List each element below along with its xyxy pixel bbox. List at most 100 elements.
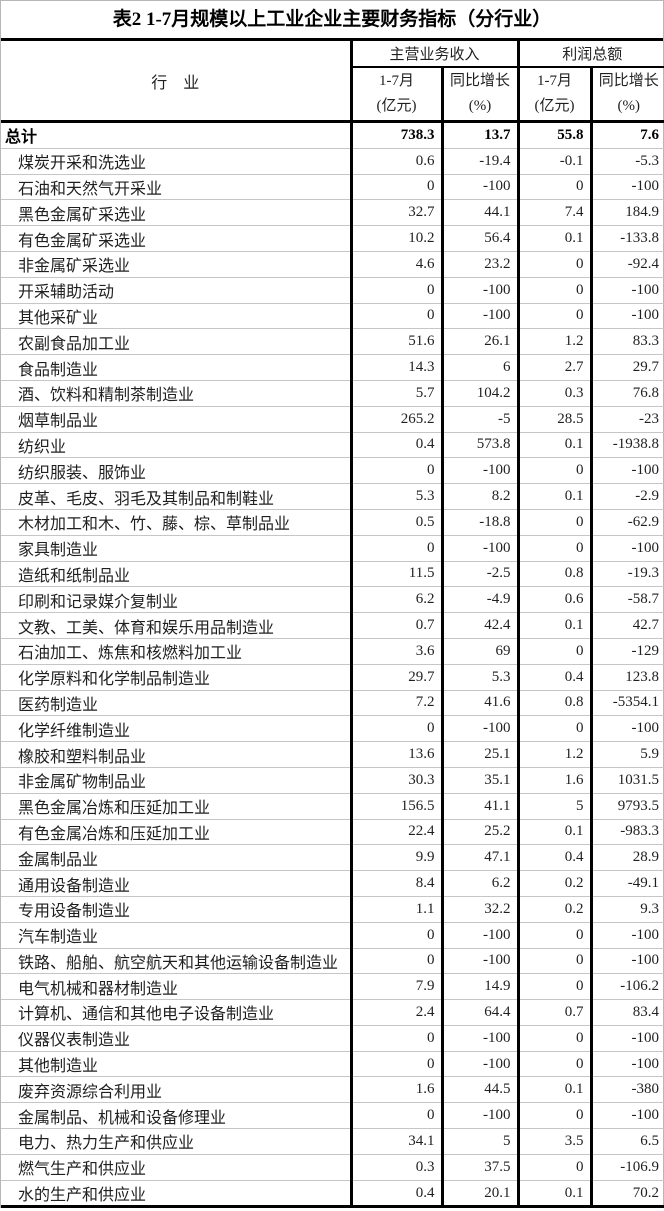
revenue-growth-cell: 20.1 <box>440 1180 519 1209</box>
profit-value-cell: 0.1 <box>516 225 592 252</box>
profit-growth-cell: 42.7 <box>589 612 664 639</box>
table-row: 金属制品业 9.9 47.1 0.4 28.9 <box>1 844 664 872</box>
revenue-value-cell: 0 <box>349 277 442 304</box>
industry-name-cell: 其他采矿业 <box>1 303 351 330</box>
col-header-revenue-amount: 1-7月 (亿元) <box>351 67 442 123</box>
industry-name-cell: 非金属矿采选业 <box>1 251 351 278</box>
profit-value-cell: 0 <box>516 1025 592 1052</box>
revenue-value-cell: 29.7 <box>349 664 442 691</box>
profit-growth-cell: 29.7 <box>589 354 664 381</box>
revenue-growth-cell: 14.9 <box>440 973 519 1001</box>
profit-value-cell: 0 <box>516 303 592 330</box>
col-header-revenue-growth-unit: (%) <box>468 98 492 114</box>
profit-value-cell: 0.1 <box>516 432 592 459</box>
revenue-value-cell: 1.6 <box>349 1076 442 1104</box>
profit-value-cell: 0 <box>516 1102 592 1130</box>
revenue-growth-cell: 8.2 <box>440 483 519 510</box>
table-row: 食品制造业 14.3 6 2.7 29.7 <box>1 354 664 381</box>
profit-value-cell: 0 <box>516 922 592 949</box>
profit-value-cell: 0 <box>516 715 592 743</box>
col-header-revenue-growth-label: 同比增长 <box>450 73 511 89</box>
profit-value-cell: 0.7 <box>516 999 592 1026</box>
profit-value-cell: 0.6 <box>516 586 592 614</box>
col-header-profit-growth-label: 同比增长 <box>598 73 659 89</box>
revenue-value-cell: 2.4 <box>349 999 442 1026</box>
industry-name-cell: 橡胶和塑料制品业 <box>1 741 351 768</box>
profit-growth-cell: 6.5 <box>589 1128 664 1155</box>
table-row: 烟草制品业 265.2 -5 28.5 -23 <box>1 406 664 433</box>
profit-growth-cell: -983.3 <box>589 819 664 846</box>
industry-name-cell: 通用设备制造业 <box>1 870 351 897</box>
col-header-industry: 行 业 <box>1 41 353 123</box>
profit-value-cell: 0 <box>516 251 592 278</box>
revenue-value-cell: 265.2 <box>349 406 442 433</box>
revenue-growth-cell: 64.4 <box>440 999 519 1026</box>
revenue-value-cell: 32.7 <box>349 199 442 227</box>
profit-value-cell: 0.1 <box>516 1076 592 1104</box>
profit-value-cell: 0.4 <box>516 844 592 872</box>
industry-name-cell: 石油和天然气开采业 <box>1 174 351 201</box>
industry-name-cell: 汽车制造业 <box>1 922 351 949</box>
col-header-profit-growth-unit: (%) <box>617 98 641 114</box>
revenue-value-cell: 22.4 <box>349 819 442 846</box>
revenue-value-cell: 0 <box>349 174 442 201</box>
revenue-growth-cell: -100 <box>440 1051 519 1078</box>
profit-value-cell: 1.2 <box>516 741 592 768</box>
profit-value-cell: 0 <box>516 948 592 975</box>
profit-value-cell: 0.1 <box>516 483 592 510</box>
industry-name-cell: 非金属矿物制品业 <box>1 767 351 794</box>
profit-growth-cell: -100 <box>589 948 664 975</box>
table-title: 表2 1-7月规模以上工业企业主要财务指标（分行业） <box>1 1 663 41</box>
revenue-growth-cell: 44.5 <box>440 1076 519 1104</box>
profit-growth-cell: -100 <box>589 457 664 485</box>
industry-name-cell: 化学原料和化学制品制造业 <box>1 664 351 691</box>
revenue-growth-cell: 32.2 <box>440 896 519 923</box>
revenue-value-cell: 7.2 <box>349 690 442 717</box>
revenue-growth-cell: 104.2 <box>440 380 519 407</box>
industry-name-cell: 家具制造业 <box>1 535 351 562</box>
table-row: 化学纤维制造业 0 -100 0 -100 <box>1 715 664 743</box>
table-row: 非金属矿采选业 4.6 23.2 0 -92.4 <box>1 251 664 278</box>
profit-growth-cell: -1938.8 <box>589 432 664 459</box>
revenue-growth-cell: 25.1 <box>440 741 519 768</box>
table-row: 石油和天然气开采业 0 -100 0 -100 <box>1 174 664 201</box>
profit-growth-cell: -129 <box>589 638 664 665</box>
profit-value-cell: 0.4 <box>516 664 592 691</box>
revenue-growth-cell: 6.2 <box>440 870 519 897</box>
industry-name-cell: 其他制造业 <box>1 1051 351 1078</box>
industry-name-cell: 造纸和纸制品业 <box>1 561 351 588</box>
industry-name-cell: 黑色金属矿采选业 <box>1 199 351 227</box>
profit-value-cell: 0.1 <box>516 819 592 846</box>
industry-name-cell: 印刷和记录媒介复制业 <box>1 586 351 614</box>
revenue-growth-cell: -100 <box>440 948 519 975</box>
table-row: 汽车制造业 0 -100 0 -100 <box>1 922 664 949</box>
profit-growth-cell: -5.3 <box>589 148 664 175</box>
col-header-profit-amount-unit: (亿元) <box>534 98 575 114</box>
industry-name-cell: 电力、热力生产和供应业 <box>1 1128 351 1155</box>
profit-value-cell: 0 <box>516 638 592 665</box>
table-row: 黑色金属矿采选业 32.7 44.1 7.4 184.9 <box>1 199 664 227</box>
revenue-growth-cell: -100 <box>440 174 519 201</box>
revenue-value-cell: 11.5 <box>349 561 442 588</box>
table-row: 金属制品、机械和设备修理业 0 -100 0 -100 <box>1 1102 664 1130</box>
profit-value-cell: 1.6 <box>516 767 592 794</box>
profit-growth-cell: -2.9 <box>589 483 664 510</box>
revenue-growth-cell: 47.1 <box>440 844 519 872</box>
revenue-value-cell: 9.9 <box>349 844 442 872</box>
table-row: 通用设备制造业 8.4 6.2 0.2 -49.1 <box>1 870 664 897</box>
table-row: 石油加工、炼焦和核燃料加工业 3.6 69 0 -129 <box>1 638 664 665</box>
revenue-value-cell: 0.5 <box>349 509 442 536</box>
table-row: 专用设备制造业 1.1 32.2 0.2 9.3 <box>1 896 664 923</box>
revenue-value-cell: 3.6 <box>349 638 442 665</box>
revenue-value-cell: 13.6 <box>349 741 442 768</box>
revenue-value-cell: 0.6 <box>349 148 442 175</box>
profit-growth-cell: -100 <box>589 715 664 743</box>
revenue-value-cell: 34.1 <box>349 1128 442 1155</box>
profit-growth-cell: 1031.5 <box>589 767 664 794</box>
profit-growth-cell: -92.4 <box>589 251 664 278</box>
revenue-growth-cell: 41.6 <box>440 690 519 717</box>
profit-growth-cell: 83.4 <box>589 999 664 1026</box>
profit-growth-cell: 70.2 <box>589 1180 664 1209</box>
revenue-growth-cell: 13.7 <box>440 121 519 149</box>
profit-growth-cell: -23 <box>589 406 664 433</box>
